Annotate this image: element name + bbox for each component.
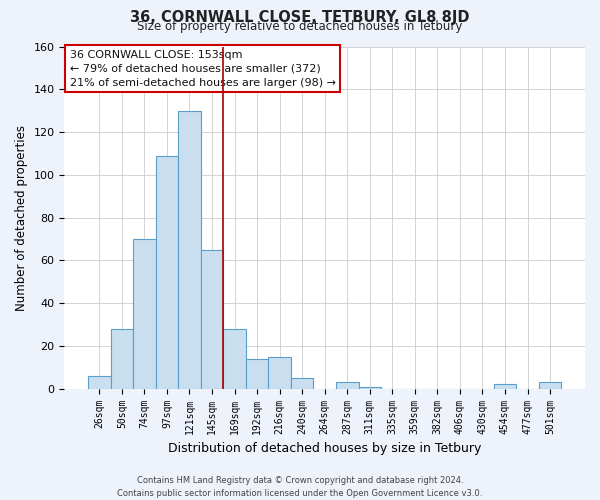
Y-axis label: Number of detached properties: Number of detached properties: [15, 124, 28, 310]
Bar: [110, 329, 133, 388]
Text: Size of property relative to detached houses in Tetbury: Size of property relative to detached ho…: [137, 20, 463, 33]
Text: 36, CORNWALL CLOSE, TETBURY, GL8 8JD: 36, CORNWALL CLOSE, TETBURY, GL8 8JD: [130, 10, 470, 25]
Bar: [178, 110, 201, 388]
Bar: [359, 386, 381, 388]
Bar: [246, 359, 268, 388]
Bar: [201, 250, 223, 388]
Text: Contains HM Land Registry data © Crown copyright and database right 2024.
Contai: Contains HM Land Registry data © Crown c…: [118, 476, 482, 498]
Bar: [494, 384, 516, 388]
Bar: [133, 239, 155, 388]
Bar: [223, 329, 246, 388]
Bar: [155, 156, 178, 388]
X-axis label: Distribution of detached houses by size in Tetbury: Distribution of detached houses by size …: [168, 442, 481, 455]
Bar: [291, 378, 313, 388]
Bar: [336, 382, 359, 388]
Text: 36 CORNWALL CLOSE: 153sqm
← 79% of detached houses are smaller (372)
21% of semi: 36 CORNWALL CLOSE: 153sqm ← 79% of detac…: [70, 50, 335, 88]
Bar: [268, 356, 291, 388]
Bar: [539, 382, 562, 388]
Bar: [88, 376, 110, 388]
